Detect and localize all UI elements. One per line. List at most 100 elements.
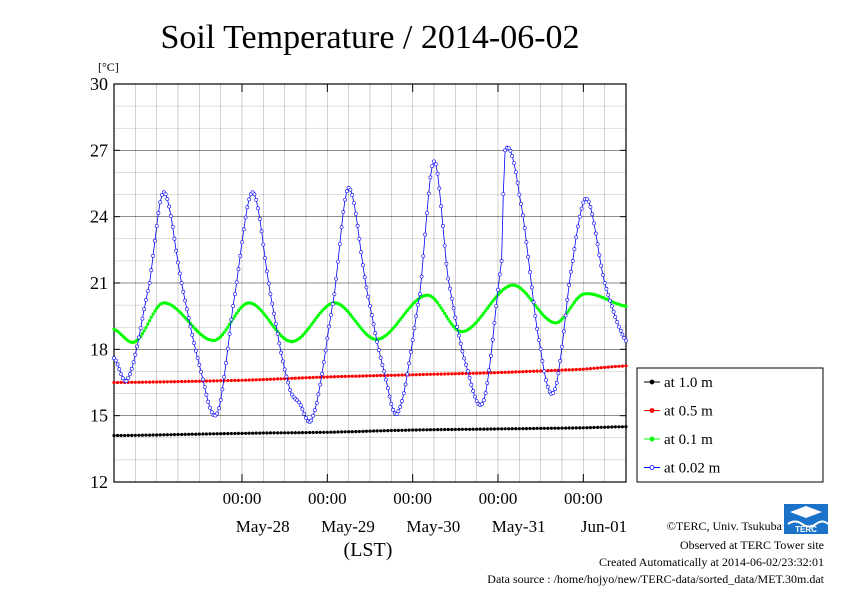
data-point [208, 405, 212, 410]
data-point [487, 304, 491, 308]
data-point [332, 375, 337, 379]
data-point [535, 369, 539, 373]
data-point [560, 344, 564, 349]
data-point [606, 365, 610, 369]
data-point [599, 366, 603, 370]
data-point [296, 400, 301, 405]
data-point [372, 429, 376, 433]
legend-label: at 1.0 m [664, 375, 713, 391]
data-point [385, 386, 390, 391]
data-point [610, 425, 614, 429]
data-point [245, 205, 250, 210]
data-point [613, 364, 617, 369]
data-point [220, 333, 224, 337]
data-point [194, 432, 198, 436]
data-point [261, 431, 265, 435]
data-point [611, 309, 616, 314]
data-point [435, 171, 440, 176]
data-point [276, 431, 280, 435]
data-point [457, 427, 461, 432]
data-point [261, 377, 265, 382]
legend-label: at 0.5 m [664, 404, 713, 420]
data-point [542, 426, 546, 430]
data-point [528, 270, 532, 275]
data-point [407, 361, 412, 366]
data-point [133, 433, 137, 437]
data-point [251, 431, 255, 435]
data-point [339, 225, 344, 230]
data-point [510, 153, 515, 158]
data-point [436, 301, 440, 305]
data-point [457, 372, 461, 376]
data-point [414, 373, 418, 377]
data-point [400, 315, 404, 319]
series-at-0-02-m [112, 145, 628, 424]
y-tick-label: 12 [90, 472, 108, 492]
data-point [119, 380, 123, 385]
data-point [585, 197, 589, 201]
data-point [369, 313, 374, 318]
legend-marker [649, 465, 655, 470]
data-point [311, 320, 315, 325]
data-point [222, 374, 227, 379]
data-point [151, 433, 155, 437]
data-point [263, 313, 267, 317]
data-point [233, 378, 237, 383]
data-point [563, 368, 568, 372]
x-tick-label-date: May-29 [321, 517, 375, 536]
data-point [484, 309, 488, 313]
data-point [455, 324, 460, 329]
data-point [426, 191, 431, 196]
data-point [620, 332, 625, 337]
data-point [115, 362, 120, 367]
created-text: Created Automatically at 2014-06-02/23:3… [599, 555, 824, 569]
data-point [238, 307, 242, 311]
data-point [354, 430, 358, 434]
data-point [354, 374, 358, 378]
data-point [537, 338, 541, 343]
data-point [428, 428, 433, 432]
data-point [347, 310, 351, 315]
data-point [260, 309, 264, 313]
data-point [478, 316, 482, 320]
data-point [215, 379, 219, 383]
data-point [521, 370, 525, 374]
data-point [553, 426, 557, 430]
data-point [137, 433, 141, 437]
data-point [174, 248, 179, 253]
data-point [247, 378, 251, 382]
data-point [400, 428, 404, 432]
data-point [403, 382, 408, 387]
data-point [357, 374, 361, 378]
data-point [458, 341, 463, 346]
data-point [325, 430, 329, 434]
data-point [112, 434, 116, 438]
data-point [409, 304, 413, 308]
data-point [186, 316, 191, 320]
data-point [436, 428, 440, 432]
data-point [610, 365, 614, 369]
data-point [336, 430, 340, 434]
data-point [398, 405, 403, 409]
data-point [197, 432, 201, 436]
data-point [546, 369, 550, 373]
data-point [521, 427, 525, 431]
data-point [254, 378, 258, 382]
data-point [421, 254, 426, 259]
chart-title: Soil Temperature / 2014-06-02 [160, 19, 579, 56]
data-point [233, 314, 237, 318]
data-point [320, 371, 324, 376]
data-point [421, 372, 425, 377]
data-point [268, 377, 273, 381]
data-point [450, 372, 454, 376]
data-point [510, 370, 514, 374]
data-point [624, 425, 628, 429]
data-point [144, 380, 148, 384]
data-point [119, 433, 123, 438]
data-point [489, 302, 493, 306]
data-point [421, 428, 425, 432]
data-point [480, 402, 484, 406]
data-point [309, 418, 314, 423]
data-point [279, 350, 284, 355]
